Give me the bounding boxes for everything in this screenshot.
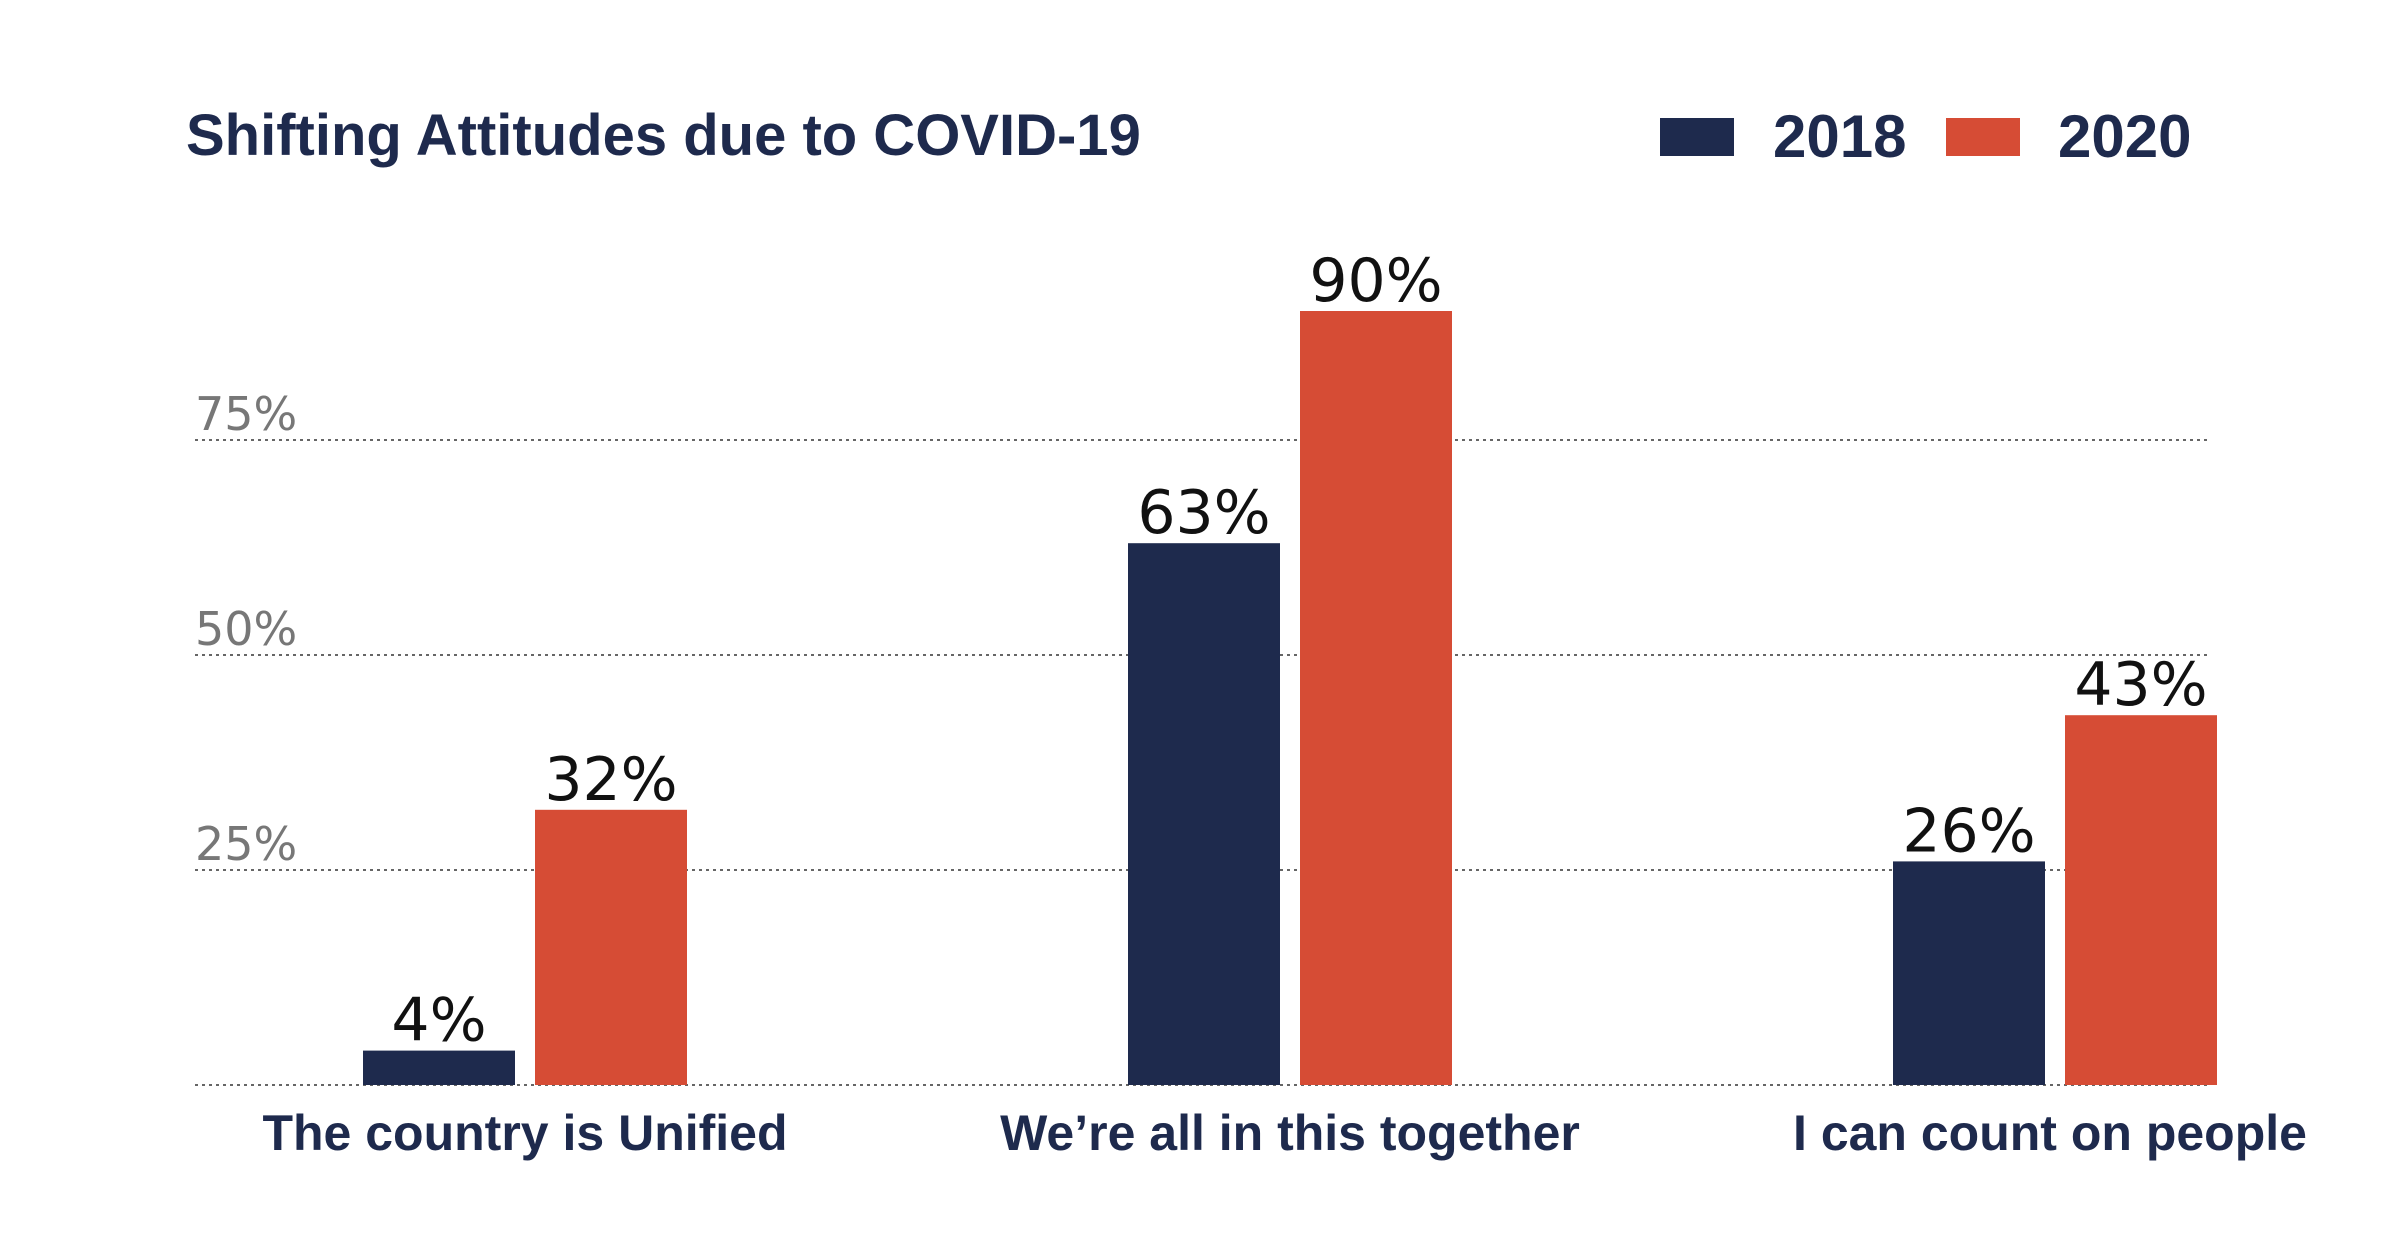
y-tick-label: 75% [195, 387, 297, 441]
legend-label-2018: 2018 [1773, 103, 1906, 170]
x-axis-categories: The country is Unified We’re all in this … [262, 1105, 2306, 1161]
value-label-2020-2: 90% [1309, 246, 1442, 316]
category-label-3: I can count on people [1793, 1105, 2307, 1161]
bar-2020-2 [1300, 311, 1452, 1085]
y-axis-ticks: 25% 50% 75% [195, 387, 297, 871]
value-label-2018-1: 4% [391, 986, 486, 1056]
bar-2020-1 [535, 809, 687, 1085]
bar-2020-3 [2065, 715, 2217, 1085]
chart-title: Shifting Attitudes due to COVID-19 [186, 103, 1141, 168]
category-label-1: The country is Unified [262, 1105, 787, 1161]
y-tick-label: 25% [195, 817, 297, 871]
legend-label-2020: 2020 [2058, 103, 2191, 170]
legend: 2018 2020 [1660, 103, 2191, 170]
bar-2018-2 [1128, 543, 1280, 1085]
category-label-2: We’re all in this together [1000, 1105, 1580, 1161]
legend-swatch-2020 [1946, 118, 2020, 156]
value-label-2018-3: 26% [1902, 796, 2035, 866]
value-labels: 4% 32% 63% 90% 26% 43% [391, 246, 2207, 1056]
bar-2018-1 [363, 1050, 515, 1085]
value-label-2018-2: 63% [1137, 478, 1270, 548]
value-label-2020-1: 32% [544, 745, 677, 815]
bar-2018-3 [1893, 861, 2045, 1085]
value-label-2020-3: 43% [2074, 650, 2207, 720]
bars [363, 311, 2217, 1085]
legend-swatch-2018 [1660, 118, 1734, 156]
y-tick-label: 50% [195, 602, 297, 656]
